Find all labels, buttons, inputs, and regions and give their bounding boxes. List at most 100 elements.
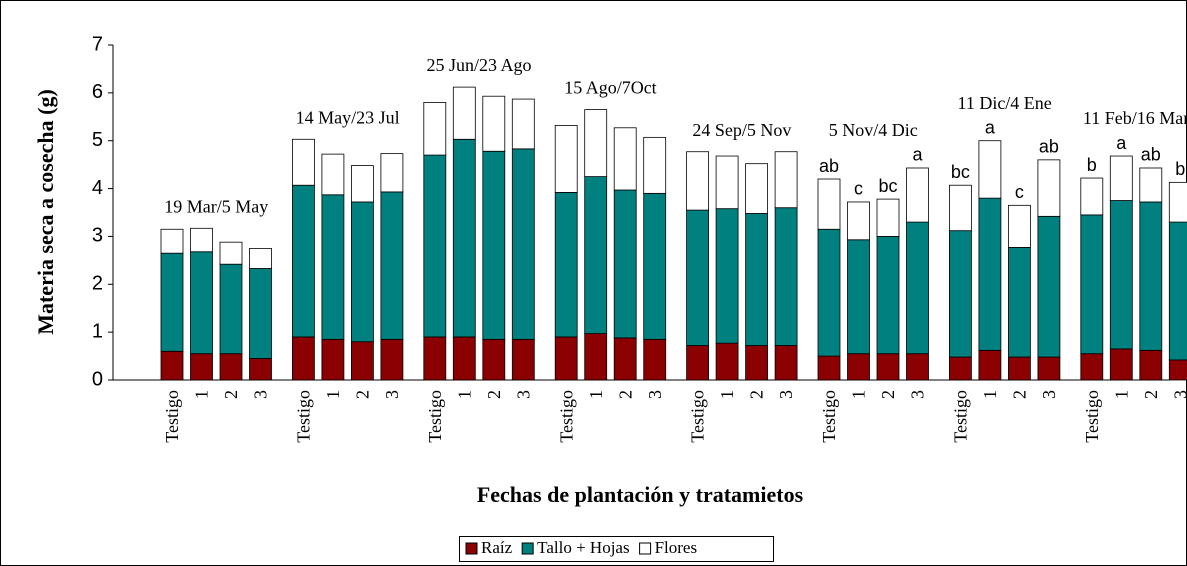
- legend-box: [459, 536, 774, 562]
- bar-segment: [715, 342, 739, 381]
- bar-segment: [774, 345, 798, 381]
- x-tick-label: 1: [1111, 390, 1131, 399]
- y-axis-title: Materia seca a cosecha (g): [33, 89, 58, 335]
- bar-segment: [847, 201, 870, 241]
- bar-segment: [380, 191, 404, 340]
- bar-segment: [249, 268, 272, 359]
- bar-segment: [1139, 167, 1163, 203]
- bar-segment: [715, 208, 739, 344]
- bar-segment: [978, 349, 1002, 381]
- significance-letter: ab: [819, 156, 839, 176]
- bar-segment: [817, 228, 841, 357]
- x-tick-label: 2: [747, 390, 767, 399]
- bar-segment: [876, 198, 900, 237]
- x-tick-label: 2: [484, 390, 504, 399]
- bar-segment: [613, 337, 637, 381]
- bar-segment: [554, 191, 578, 338]
- bar-segment: [584, 333, 608, 381]
- x-tick-label: 3: [776, 390, 796, 399]
- bar-segment: [1139, 201, 1163, 351]
- bar-segment: [321, 338, 345, 381]
- x-tick-label: 2: [878, 390, 898, 399]
- significance-letter: ab: [1141, 145, 1161, 165]
- y-tick-label: 4: [92, 177, 103, 199]
- x-tick-label: 3: [382, 390, 402, 399]
- bar-segment: [511, 98, 535, 150]
- x-tick-label: 1: [980, 390, 1000, 399]
- y-tick-label: 7: [92, 33, 103, 55]
- x-tick-label: 1: [192, 390, 212, 399]
- bar-segment: [817, 355, 841, 381]
- legend-label: Flores: [655, 538, 698, 557]
- bar-segment: [906, 353, 929, 381]
- bar-segment: [1037, 356, 1061, 381]
- x-tick-label: 3: [908, 390, 928, 399]
- x-tick-label: 1: [717, 390, 737, 399]
- bar-segment: [482, 95, 506, 152]
- bar-segment: [1037, 215, 1061, 358]
- bar-segment: [554, 336, 578, 381]
- bar-segment: [1109, 200, 1133, 350]
- bar-segment: [774, 151, 798, 209]
- bar-segment: [1008, 356, 1031, 381]
- y-tick-label: 0: [92, 368, 103, 390]
- legend-swatch: [465, 542, 478, 555]
- bar-segment: [774, 207, 798, 346]
- bar-segment: [291, 138, 315, 186]
- bar-segment: [949, 356, 972, 381]
- x-tick-label: Testigo: [1082, 390, 1102, 443]
- x-tick-label: 2: [615, 390, 635, 399]
- bar-segment: [1080, 214, 1104, 355]
- bar-segment: [949, 184, 972, 232]
- significance-letter: ab: [1039, 137, 1059, 157]
- bar-segment: [321, 153, 345, 196]
- bar-segment: [350, 165, 374, 203]
- bar-segment: [219, 353, 243, 381]
- y-tick-label: 2: [92, 273, 103, 295]
- bar-segment: [219, 241, 243, 265]
- bar-segment: [745, 345, 768, 381]
- bar-segment: [1080, 353, 1104, 381]
- x-tick-label: Testigo: [688, 390, 708, 443]
- legend-label: Raíz: [481, 538, 513, 557]
- bar-segment: [249, 358, 272, 381]
- bar-segment: [1109, 348, 1133, 381]
- bar-segment: [380, 338, 404, 381]
- y-tick-label: 3: [92, 225, 103, 247]
- y-tick-label: 6: [92, 81, 103, 103]
- bar-segment: [1037, 159, 1061, 217]
- x-tick-label: 1: [586, 390, 606, 399]
- group-label: 5 Nov/4 Dic: [829, 120, 918, 140]
- x-tick-label: 3: [513, 390, 533, 399]
- x-tick-label: 2: [221, 390, 241, 399]
- bar-segment: [643, 338, 667, 381]
- bar-segment: [686, 345, 709, 381]
- group-label: 24 Sep/5 Nov: [692, 120, 791, 140]
- bar-segment: [160, 252, 184, 352]
- significance-letter: bc: [878, 176, 897, 196]
- bar-segment: [715, 155, 739, 210]
- bar-segment: [350, 201, 374, 343]
- bar-segment: [584, 176, 608, 334]
- bar-segment: [249, 247, 272, 269]
- bar-segment: [1168, 221, 1187, 361]
- bar-segment: [511, 148, 535, 340]
- significance-letter: b: [1175, 159, 1185, 179]
- bar-segment: [686, 151, 709, 211]
- bar-segment: [584, 109, 608, 178]
- bar-segment: [1139, 349, 1163, 381]
- bar-segment: [160, 350, 184, 381]
- bar-segment: [1109, 155, 1133, 201]
- significance-letter: c: [1015, 182, 1024, 202]
- bar-segment: [978, 140, 1002, 199]
- bar-segment: [511, 338, 535, 381]
- x-tick-label: 3: [1170, 390, 1187, 399]
- group-label: 15 Ago/7Oct: [564, 78, 657, 98]
- group-label: 14 May/23 Jul: [296, 107, 400, 127]
- bar-segment: [613, 189, 637, 339]
- bar-segment: [423, 336, 447, 381]
- x-tick-label: 1: [323, 390, 343, 399]
- bar-segment: [482, 338, 506, 381]
